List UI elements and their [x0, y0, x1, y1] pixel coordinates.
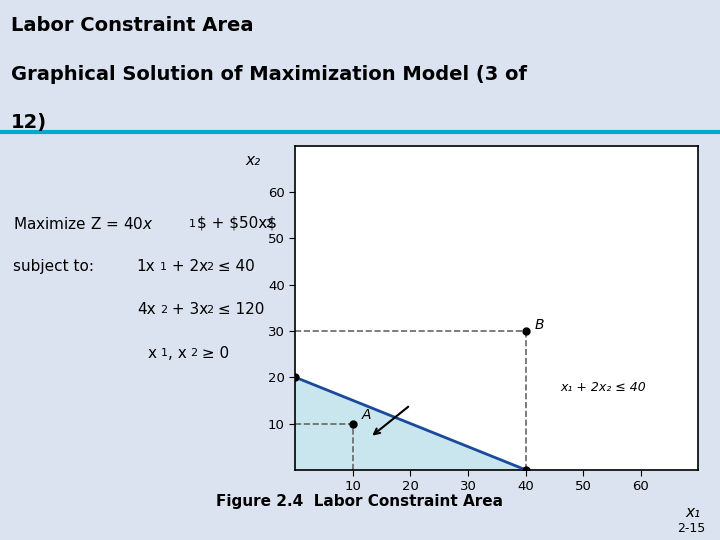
Text: x: x — [148, 346, 157, 361]
Text: 1: 1 — [161, 348, 168, 359]
Polygon shape — [295, 377, 526, 470]
Text: Labor Constraint Area: Labor Constraint Area — [11, 16, 253, 35]
Text: 2: 2 — [206, 262, 213, 272]
Text: A: A — [361, 408, 371, 422]
Text: Maximize Z = $40x$: Maximize Z = $40x$ — [13, 216, 153, 232]
Text: 2: 2 — [190, 348, 197, 359]
Text: ≥ 0: ≥ 0 — [197, 346, 230, 361]
Text: + 3x: + 3x — [167, 302, 208, 318]
Text: B: B — [534, 318, 544, 332]
Text: x₁ + 2x₂ ≤ 40: x₁ + 2x₂ ≤ 40 — [560, 381, 646, 394]
Text: 2: 2 — [265, 219, 272, 229]
Text: , x: , x — [168, 346, 187, 361]
Text: $ + $50x$: $ + $50x$ — [197, 216, 277, 231]
Text: 2-15: 2-15 — [678, 522, 706, 535]
Text: ≤ 40: ≤ 40 — [213, 259, 255, 274]
Text: + 2x: + 2x — [167, 259, 208, 274]
Text: Figure 2.4  Labor Constraint Area: Figure 2.4 Labor Constraint Area — [217, 494, 503, 509]
Text: Graphical Solution of Maximization Model (3 of: Graphical Solution of Maximization Model… — [11, 65, 527, 84]
Text: 1: 1 — [189, 219, 196, 229]
Text: 12): 12) — [11, 113, 47, 132]
Text: 2: 2 — [206, 305, 213, 315]
Text: 2: 2 — [160, 305, 167, 315]
Text: x₂: x₂ — [246, 153, 261, 168]
Text: ≤ 120: ≤ 120 — [213, 302, 264, 318]
Text: 1x: 1x — [137, 259, 156, 274]
Text: subject to:: subject to: — [13, 259, 94, 274]
Text: 4x: 4x — [137, 302, 156, 318]
Text: 1: 1 — [160, 262, 167, 272]
Text: x₁: x₁ — [685, 504, 701, 519]
